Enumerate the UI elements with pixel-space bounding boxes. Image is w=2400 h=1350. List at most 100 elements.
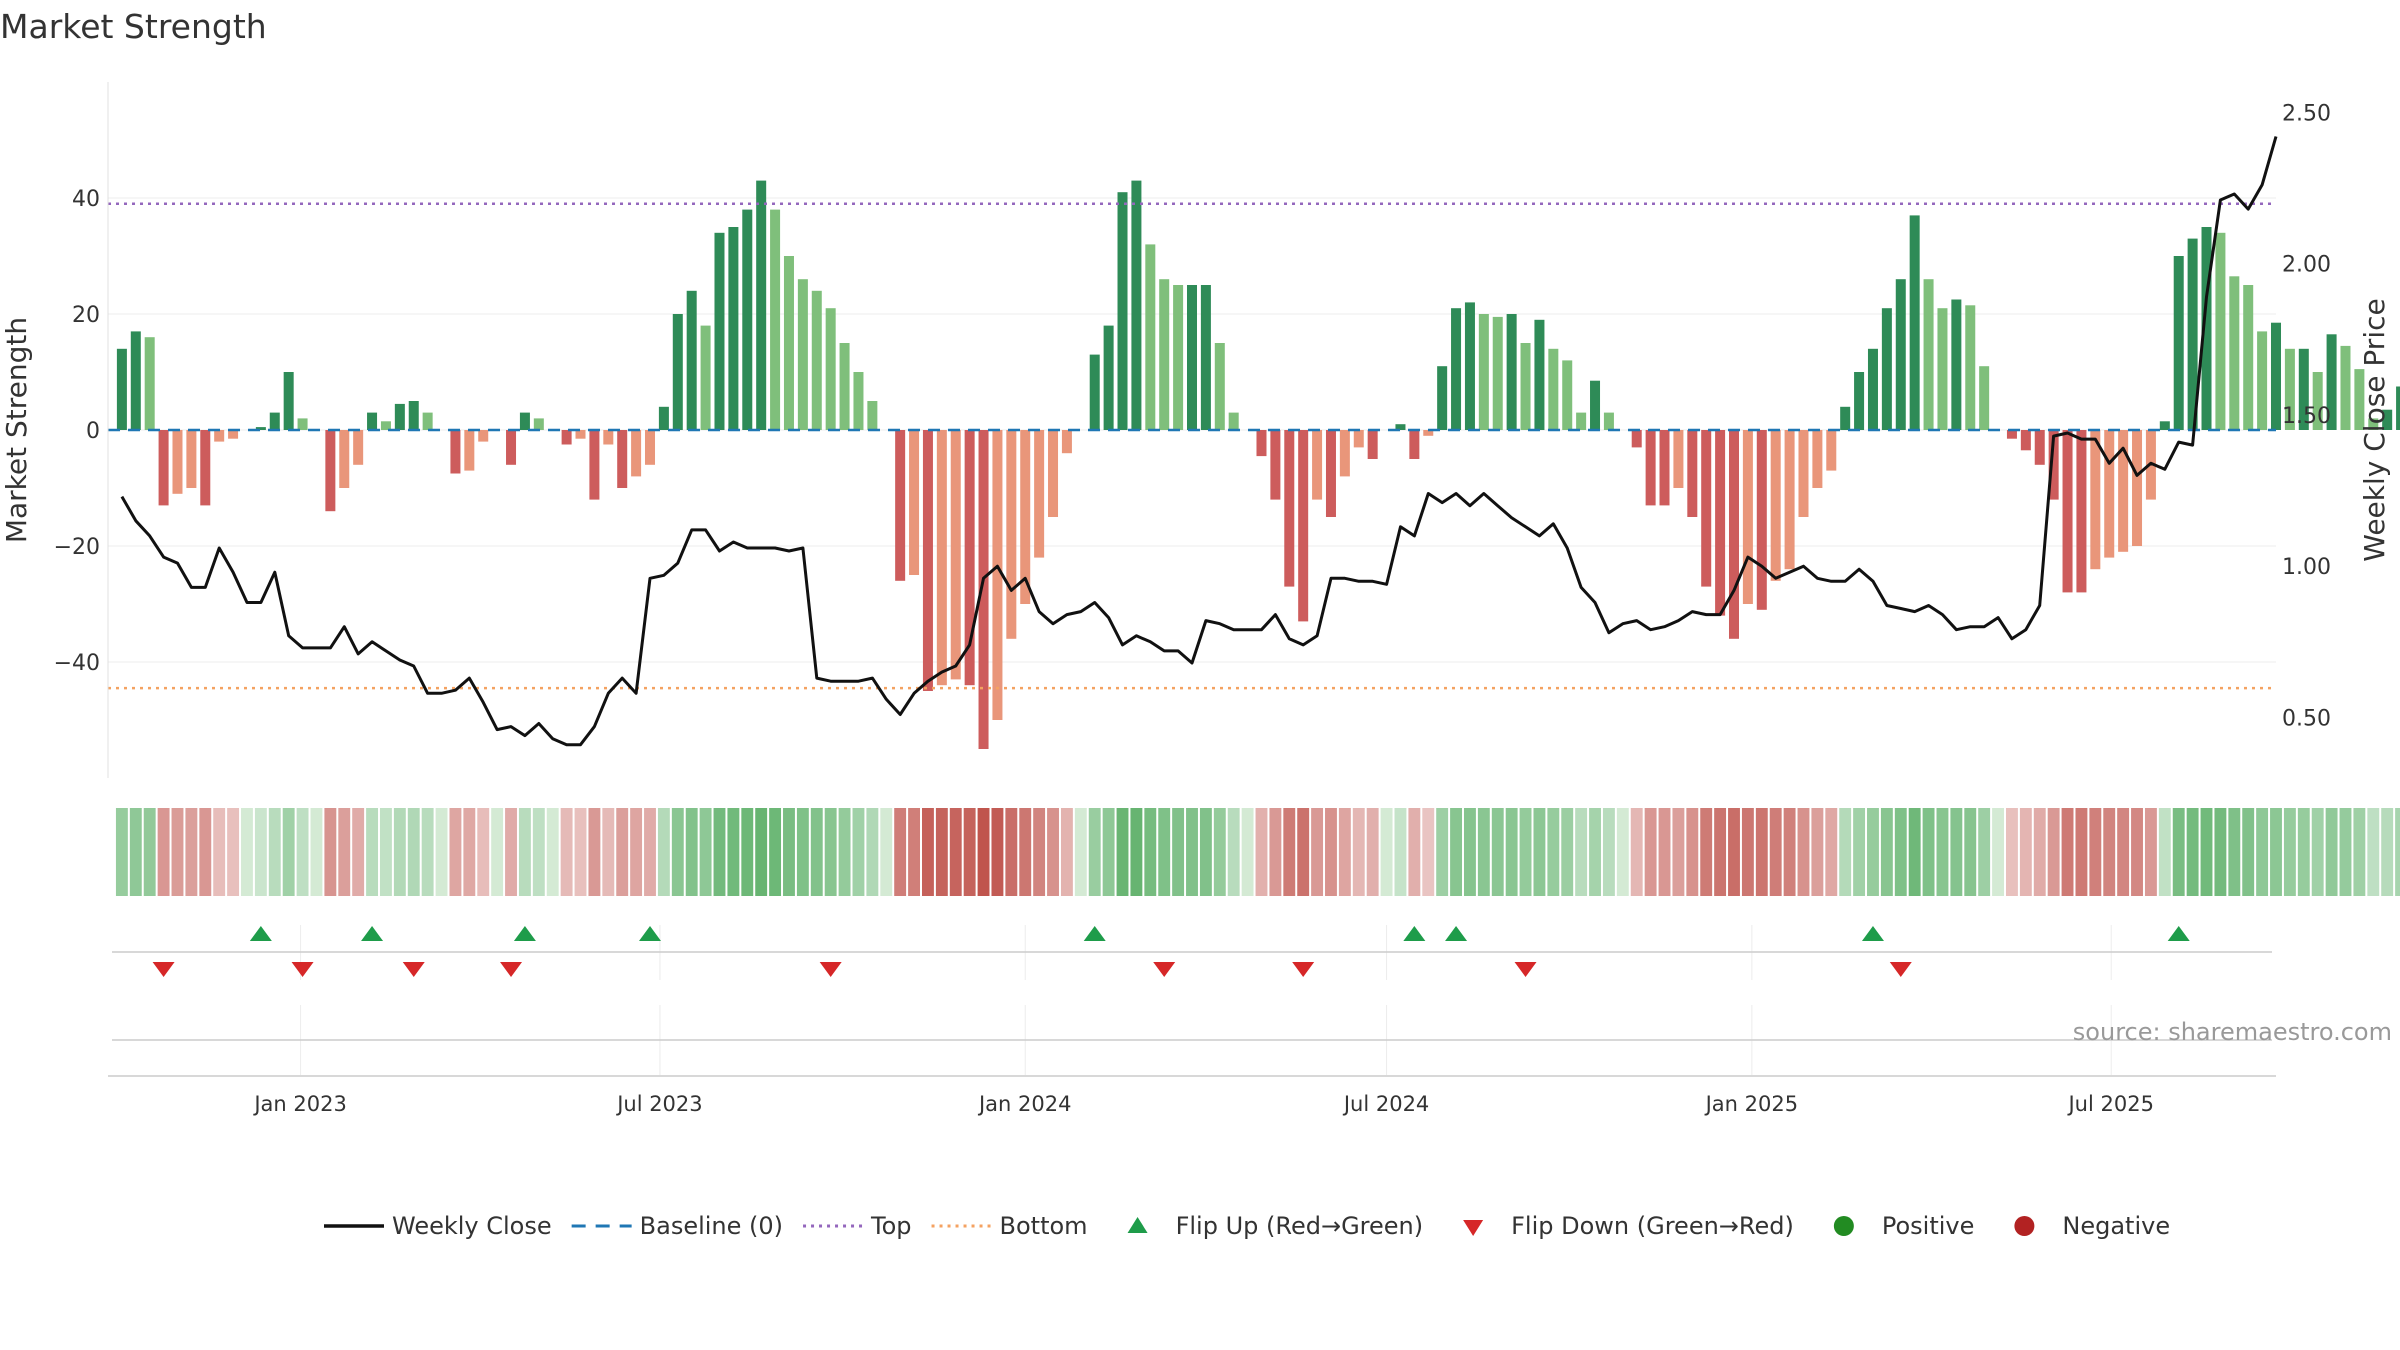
strength-bar	[728, 227, 739, 430]
strength-bar	[506, 430, 517, 465]
heat-cell	[630, 808, 643, 896]
strength-bar	[1909, 215, 1920, 430]
heat-cell	[324, 808, 337, 896]
heat-cell	[2381, 808, 2394, 896]
legend-item: Baseline (0)	[571, 1212, 783, 1240]
strength-bar	[2187, 238, 2198, 430]
strength-bar	[1548, 348, 1559, 430]
strength-bar	[1409, 430, 1420, 459]
flip-up-marker	[513, 926, 536, 941]
heat-cell	[2131, 808, 2143, 896]
strength-bar	[686, 290, 697, 430]
heat-cell	[1894, 808, 1907, 896]
strength-bar	[408, 401, 419, 430]
heat-cell	[115, 808, 128, 896]
heat-cell	[310, 808, 323, 896]
strength-bar	[2326, 334, 2337, 430]
heat-cell	[1505, 808, 1518, 896]
heat-cell	[991, 808, 1004, 896]
heat-cell	[1616, 808, 1629, 896]
heat-cell	[1394, 808, 1407, 896]
strength-bar	[353, 430, 364, 465]
heat-cell	[2353, 808, 2366, 896]
legend-item: Bottom	[931, 1212, 1088, 1240]
heat-cell	[1436, 808, 1449, 896]
strength-bar	[644, 430, 656, 465]
heat-cell	[2047, 808, 2060, 896]
heat-cell	[2006, 808, 2018, 896]
strength-bar	[1173, 285, 1184, 430]
strength-bar	[700, 325, 711, 430]
heat-cell	[1158, 808, 1171, 896]
heat-cell	[171, 808, 184, 896]
heat-cell	[1769, 808, 1782, 896]
heat-cell	[463, 808, 476, 896]
heat-cell	[1311, 808, 1324, 896]
heat-cell	[143, 808, 156, 896]
heat-cell	[1547, 808, 1560, 896]
strength-bar	[1061, 430, 1072, 454]
strength-bar	[1228, 412, 1239, 430]
strength-bar	[839, 343, 850, 430]
heat-cell	[1602, 808, 1615, 896]
heat-cell	[1144, 808, 1157, 896]
flip-up-marker	[1083, 926, 1106, 941]
strength-bar	[1812, 430, 1823, 488]
heat-cell	[2019, 808, 2032, 896]
heat-cell	[810, 808, 823, 896]
strength-bar	[269, 412, 280, 430]
heat-cell	[602, 808, 615, 896]
x-tick-label: Jan 2025	[1704, 1092, 1799, 1116]
heat-cell	[2270, 808, 2282, 896]
heat-cell	[491, 808, 504, 896]
strength-bar	[1186, 285, 1198, 430]
legend-label: Positive	[1882, 1212, 1975, 1240]
heat-cell	[380, 808, 392, 896]
heat-cell	[935, 808, 948, 896]
strength-bar	[130, 331, 141, 430]
strength-bar	[2132, 430, 2143, 546]
strength-bar	[2048, 430, 2059, 500]
strength-bar	[1576, 412, 1587, 430]
strength-bar	[1965, 305, 1976, 430]
strength-bar	[2173, 256, 2184, 430]
heat-cell	[1199, 808, 1212, 896]
heat-cell	[2186, 808, 2199, 896]
legend-item: Positive	[1833, 1212, 1975, 1240]
legend-item: Weekly Close	[324, 1212, 552, 1240]
strength-bar	[1423, 430, 1434, 436]
strength-bar	[1339, 430, 1350, 477]
strength-bar	[2368, 418, 2379, 430]
axes: 40 20 0 −20 −40 2.50 2.00 1.50 1.00 0.50 Jan 2023 J…	[54, 82, 2331, 1116]
heat-cell	[1450, 808, 1462, 896]
y-right-tick-label: 1.00	[2282, 555, 2331, 580]
heat-cell	[685, 808, 698, 896]
heat-cell	[2117, 808, 2130, 896]
x-tick-label: Jul 2025	[2066, 1092, 2153, 1116]
legend-swatch	[1463, 1220, 1484, 1236]
strength-bar	[367, 412, 378, 430]
flip-markers	[152, 926, 2190, 977]
heat-cell	[1269, 808, 1282, 896]
x-tick-label: Jan 2024	[977, 1092, 1072, 1116]
flip-up-marker	[249, 926, 272, 941]
strength-bar	[1951, 299, 1962, 430]
heat-cell	[1352, 808, 1365, 896]
strength-bar	[1715, 430, 1726, 616]
heat-cell	[713, 808, 726, 896]
heat-cell	[1338, 808, 1351, 896]
heat-cell	[1491, 808, 1504, 896]
heat-cell	[2214, 808, 2227, 896]
heat-cell	[546, 808, 559, 896]
strength-bar	[617, 430, 628, 488]
heat-cell	[1853, 808, 1866, 896]
heat-cell	[824, 808, 837, 896]
strength-bar	[214, 430, 225, 442]
strength-bar	[1492, 316, 1503, 430]
strength-bar	[1200, 285, 1211, 430]
strength-bar	[2382, 409, 2393, 430]
heat-cell	[1978, 808, 1991, 896]
strength-bar	[1020, 430, 1031, 604]
flip-down-marker	[1292, 962, 1315, 977]
